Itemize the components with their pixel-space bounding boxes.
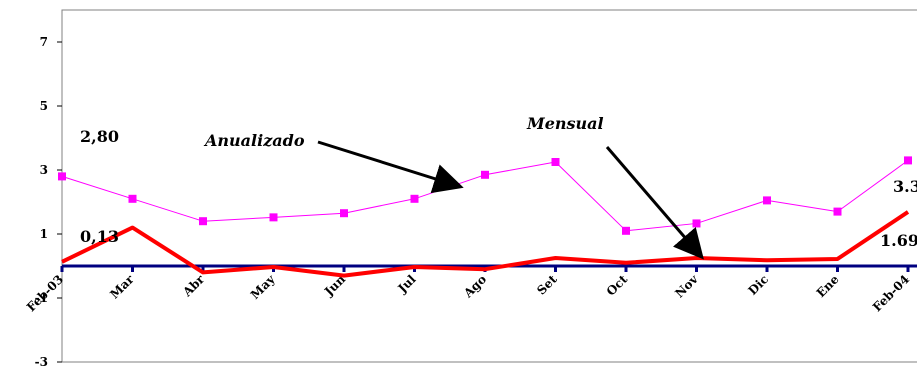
annualized-point	[692, 219, 701, 228]
y-axis: 7 5 3 1 -1 -3	[35, 35, 62, 366]
annualized-point	[833, 207, 842, 216]
anualizado-label: Anualizado	[203, 131, 305, 150]
annualized-point	[551, 158, 560, 166]
annualized-point	[763, 196, 771, 205]
annualized-point	[128, 194, 137, 203]
monthly-start-label: 0,13	[80, 227, 119, 246]
annualized-point	[269, 213, 278, 222]
y-tick-label: 7	[40, 35, 48, 49]
series-layer	[58, 156, 912, 278]
mensual-label: Mensual	[526, 114, 604, 133]
y-tick-label: -1	[35, 291, 48, 305]
annualized-point	[904, 156, 912, 165]
annualized-point	[481, 170, 489, 179]
mensual-arrow	[605, 146, 704, 260]
annual-end-label: 3.3	[893, 177, 917, 196]
x-tick-label: Feb-03	[24, 272, 66, 314]
monthly-end-label: 1.69	[880, 231, 917, 250]
plot-area	[61, 9, 917, 363]
annualized-point	[340, 209, 348, 218]
annual-start-label: 2,80	[80, 127, 119, 146]
anualizado-arrow	[317, 140, 464, 194]
y-tick-label: 1	[40, 227, 48, 241]
annualized-point	[58, 172, 66, 181]
y-tick-label: -3	[35, 355, 48, 366]
monthly-series-line	[61, 210, 910, 278]
y-tick-label: 5	[40, 99, 48, 113]
annualized-point	[199, 217, 207, 226]
annualized-point	[622, 226, 630, 235]
annualized-point	[410, 194, 419, 203]
y-tick-label: 3	[40, 163, 48, 177]
